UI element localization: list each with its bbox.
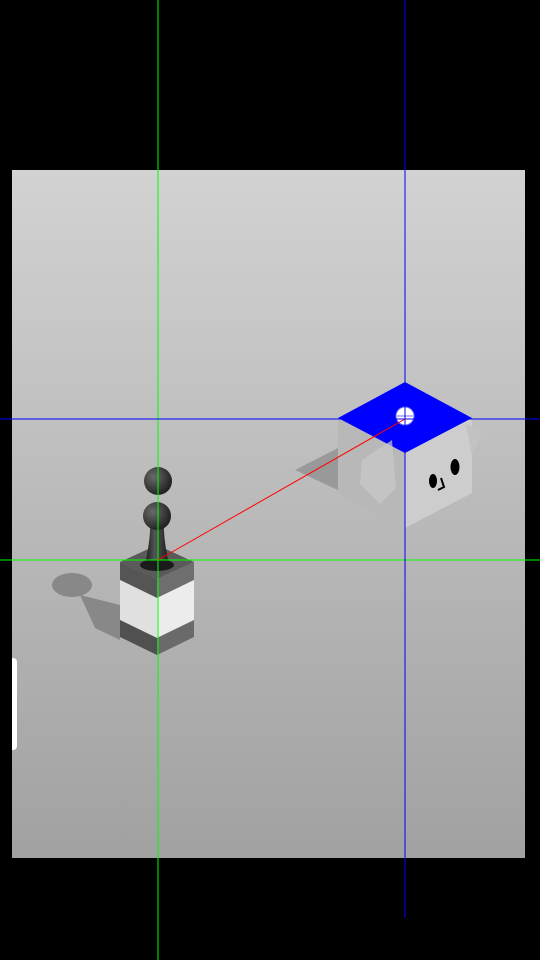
pedestal-right-band (157, 580, 194, 638)
pedestal-right-base (157, 620, 194, 655)
pedestal-right-dark-top (157, 562, 194, 598)
cube-face-icon (429, 459, 460, 491)
player-shadow (52, 573, 120, 640)
pedestal-left-band (120, 580, 157, 638)
pedestal-left-base (120, 620, 157, 655)
target-block (338, 382, 482, 528)
player-pedestal (120, 545, 194, 655)
game-board[interactable] (12, 170, 525, 858)
target-block-right-face (405, 418, 472, 528)
target-block-ear (466, 424, 482, 456)
aim-line (157, 418, 406, 561)
target-block-decoration (360, 440, 396, 504)
pedestal-left-dark-top (120, 562, 157, 598)
side-edge-tab[interactable] (12, 658, 17, 750)
